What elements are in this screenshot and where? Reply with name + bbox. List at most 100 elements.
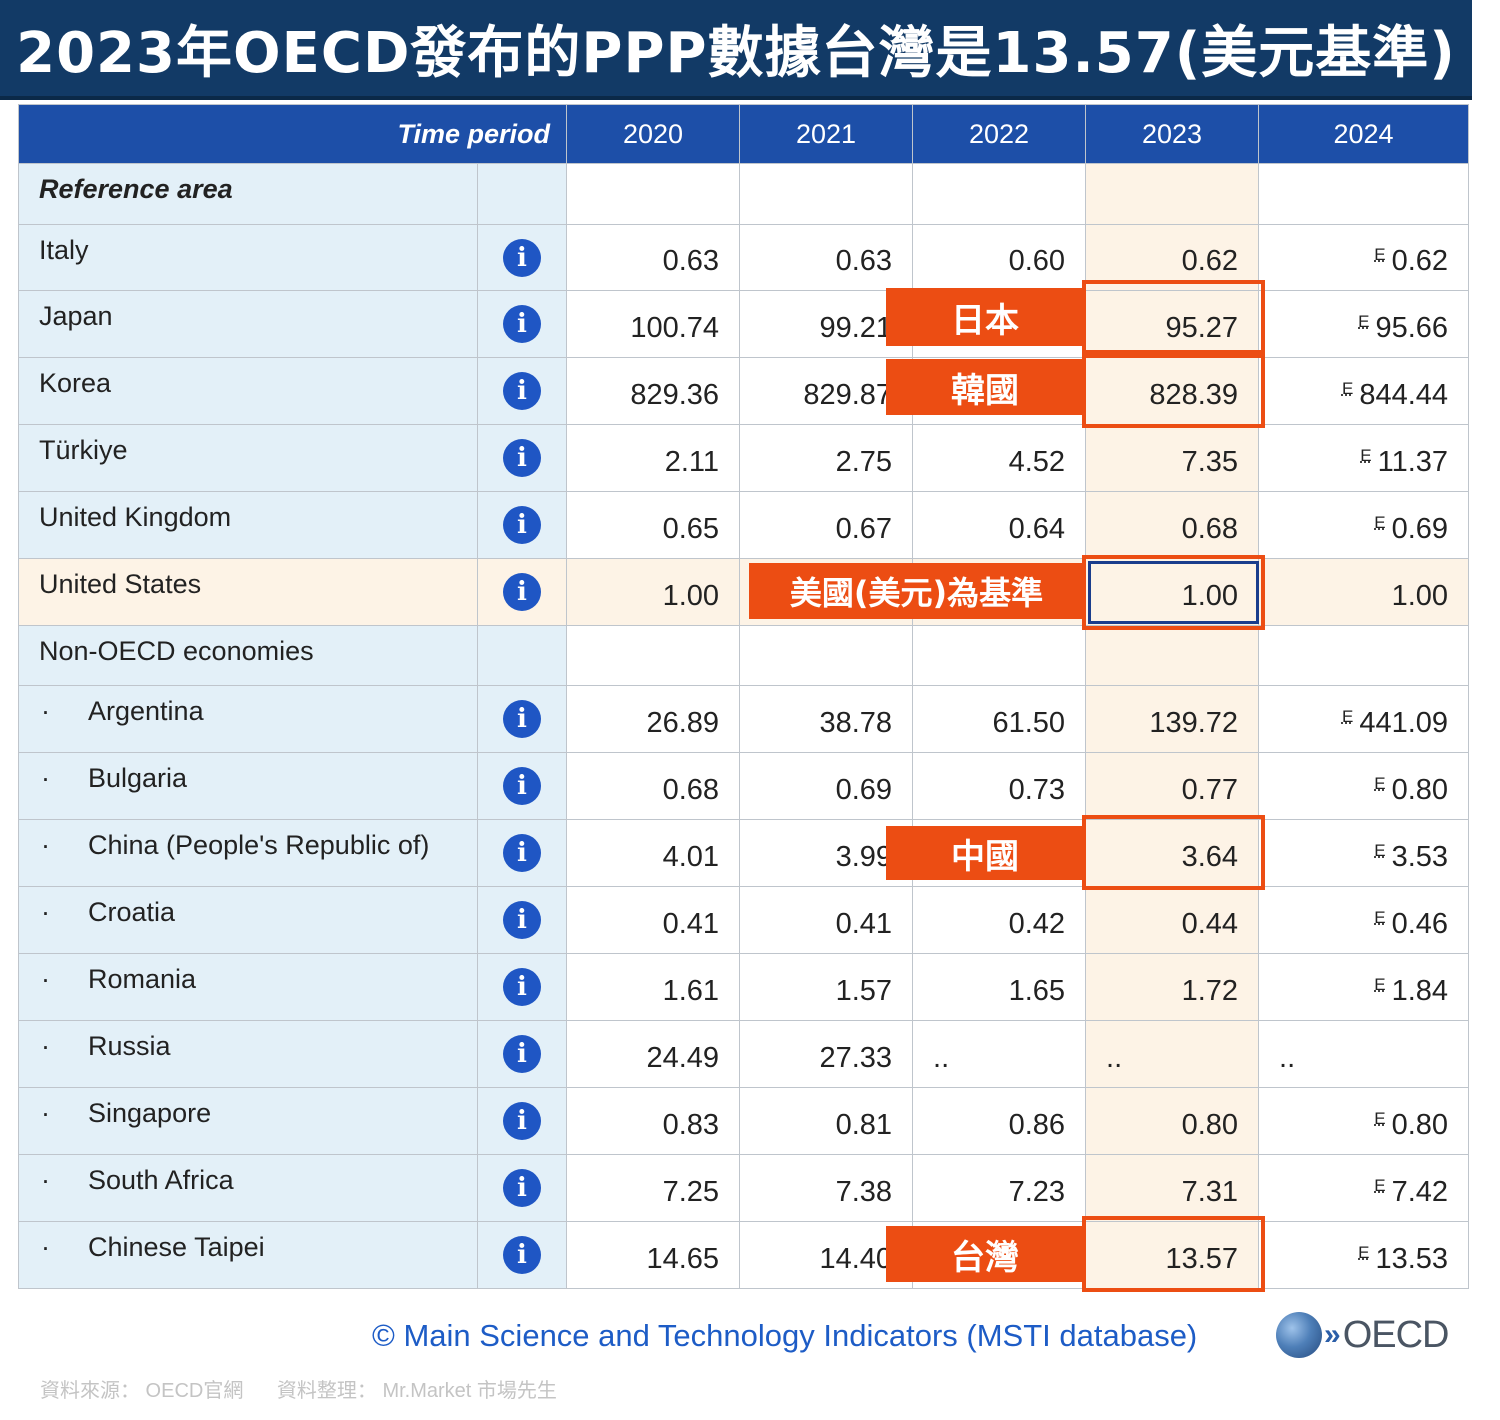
bullet-icon: · (41, 696, 50, 726)
credit-source: 資料來源： OECD官網 (40, 1380, 244, 1402)
value-cell: 2.11 (566, 424, 741, 492)
value-cell: 14.65 (566, 1221, 741, 1289)
year-header[interactable]: 2021 (739, 104, 914, 164)
estimate-flag[interactable]: E (1374, 1175, 1386, 1195)
value-cell: 0.81 (739, 1087, 914, 1155)
value-cell: 95.27 (1085, 290, 1260, 358)
info-icon[interactable]: i (503, 372, 541, 410)
value-cell: 1.72 (1085, 953, 1260, 1021)
estimate-flag[interactable]: E (1374, 907, 1386, 927)
title-banner: 2023年OECD發布的PPP數據台灣是13.57(美元基準) (0, 0, 1472, 100)
value-cell: 0.86 (912, 1087, 1087, 1155)
value-cell: 0.68 (566, 752, 741, 820)
row-label: Russia (88, 1031, 171, 1061)
row-label: Chinese Taipei (88, 1232, 265, 1262)
row-label: Türkiye (18, 424, 478, 492)
value-cell: 7.38 (739, 1154, 914, 1222)
value-cell: 95.66 (1375, 311, 1449, 344)
value-cell: 7.23 (912, 1154, 1087, 1222)
source-link[interactable]: © Main Science and Technology Indicators… (372, 1318, 1198, 1353)
table-row: · China (People's Republic of) i 4.01 3.9… (18, 819, 1470, 887)
value-cell: 0.69 (1391, 512, 1449, 545)
row-label: Singapore (88, 1098, 212, 1128)
value-cell: 0.67 (739, 491, 914, 559)
globe-icon (1276, 1312, 1322, 1358)
usa-annotation: 美國(美元)為基準 (749, 563, 1084, 619)
estimate-flag[interactable]: E (1358, 1242, 1370, 1262)
info-icon[interactable]: i (503, 573, 541, 611)
estimate-flag[interactable]: E (1358, 311, 1370, 331)
estimate-flag[interactable]: E (1374, 974, 1386, 994)
info-icon[interactable]: i (503, 305, 541, 343)
info-icon[interactable]: i (503, 968, 541, 1006)
credits: 資料來源： OECD官網 資料整理： Mr.Market 市場先生 (40, 1374, 585, 1403)
estimate-flag[interactable]: E (1374, 773, 1386, 793)
table-row: Italy i 0.63 0.63 0.60 0.62 E 0.62 (18, 224, 1470, 291)
bullet-icon: · (41, 1098, 50, 1128)
estimate-flag[interactable]: E (1341, 378, 1354, 398)
value-cell: 27.33 (739, 1020, 914, 1088)
table-row: · Romania i 1.61 1.57 1.65 1.72 E 1.84 (18, 953, 1470, 1021)
value-cell: .. (1085, 1020, 1260, 1088)
info-icon[interactable]: i (503, 439, 541, 477)
group-row: Non-OECD economies (18, 625, 1470, 686)
value-cell: 139.72 (1085, 685, 1260, 753)
table-row: · South Africa i 7.25 7.38 7.23 7.31 E 7.4… (18, 1154, 1470, 1222)
value-cell: 7.42 (1391, 1175, 1449, 1208)
estimate-flag[interactable]: E (1360, 445, 1372, 465)
year-header[interactable]: 2024 (1258, 104, 1470, 164)
value-cell: 0.80 (1391, 773, 1449, 806)
estimate-flag[interactable]: E (1374, 512, 1386, 532)
reference-area-label: Reference area (18, 163, 478, 225)
estimate-flag[interactable]: E (1374, 1108, 1386, 1128)
value-cell: 61.50 (912, 685, 1087, 753)
bullet-icon: · (41, 1165, 50, 1195)
value-cell: 26.89 (566, 685, 741, 753)
info-icon[interactable]: i (503, 1169, 541, 1207)
logo-arrows: » (1324, 1318, 1341, 1351)
highlight-frame (1082, 815, 1265, 890)
value-cell: 0.62 (1391, 245, 1449, 277)
header-row: Time period 2020 2021 2022 2023 2024 (17, 104, 1470, 164)
value-cell: 14.40 (739, 1221, 914, 1289)
value-cell: 0.46 (1391, 907, 1449, 940)
estimate-flag[interactable]: E (1374, 245, 1386, 264)
value-cell: 0.69 (739, 752, 914, 820)
value-cell: 0.65 (566, 491, 741, 559)
estimate-flag[interactable]: E (1374, 840, 1386, 860)
table-row: · Bulgaria i 0.68 0.69 0.73 0.77 E 0.80 (18, 752, 1470, 820)
value-cell: 0.64 (912, 491, 1087, 559)
row-label: South Africa (88, 1165, 234, 1195)
value-cell: 4.52 (912, 424, 1087, 492)
info-icon[interactable]: i (503, 1102, 541, 1140)
time-period-header: Time period (17, 104, 568, 164)
value-cell: 13.53 (1375, 1242, 1449, 1275)
year-header[interactable]: 2022 (912, 104, 1087, 164)
table-row: Korea i 829.36 829.87 828.39 E 844.44 (18, 357, 1470, 425)
info-icon[interactable]: i (503, 506, 541, 544)
info-icon[interactable]: i (503, 834, 541, 872)
info-icon[interactable]: i (503, 1236, 541, 1274)
value-cell: 1.84 (1391, 974, 1449, 1007)
value-cell: 1.00 (566, 558, 741, 626)
year-header[interactable]: 2023 (1085, 104, 1260, 164)
highlight-frame (1082, 1216, 1265, 1292)
value-cell: 0.41 (566, 886, 741, 954)
value-cell: 24.49 (566, 1020, 741, 1088)
value-cell: 0.44 (1085, 886, 1260, 954)
value-cell: 38.78 (739, 685, 914, 753)
value-cell: 3.64 (1085, 819, 1260, 887)
info-icon[interactable]: i (503, 700, 541, 738)
year-header[interactable]: 2020 (566, 104, 741, 164)
info-icon[interactable]: i (503, 1035, 541, 1073)
credit-editor: 資料整理： Mr.Market 市場先生 (276, 1380, 557, 1402)
value-cell: 7.31 (1085, 1154, 1260, 1222)
table-row: · Croatia i 0.41 0.41 0.42 0.44 E 0.46 (18, 886, 1470, 954)
ppp-table: Time period 2020 2021 2022 2023 2024 Ref… (17, 104, 1470, 1289)
info-icon[interactable]: i (503, 901, 541, 939)
table-row: · Russia i 24.49 27.33 .. .. .. (18, 1020, 1470, 1088)
estimate-flag[interactable]: E (1341, 706, 1354, 726)
info-icon[interactable]: i (503, 767, 541, 805)
info-icon[interactable]: i (503, 238, 541, 277)
value-cell: 0.42 (912, 886, 1087, 954)
